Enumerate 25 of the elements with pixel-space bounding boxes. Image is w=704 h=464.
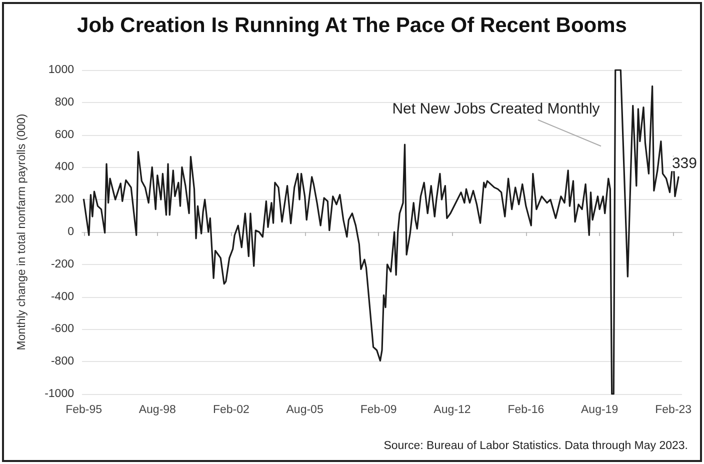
- x-tick-label: Feb-23: [655, 404, 692, 416]
- x-tick-label: Feb-02: [212, 404, 250, 416]
- x-tick-label: Aug-19: [581, 404, 618, 416]
- y-tick-label: 0: [68, 226, 74, 238]
- x-tick-label: Feb-16: [508, 404, 544, 416]
- source-note: Source: Bureau of Labor Statistics. Data through May 2023.: [384, 440, 688, 452]
- y-tick-label: -200: [50, 258, 74, 270]
- chart-title: Job Creation Is Running At The Pace Of Recent Booms: [77, 14, 627, 37]
- y-tick-label: 600: [54, 128, 74, 141]
- y-tick-label: 400: [54, 161, 74, 174]
- series-label: Net New Jobs Created Monthly: [392, 100, 600, 118]
- y-tick-label: 800: [54, 96, 74, 108]
- x-tick-label: Aug-12: [434, 404, 471, 416]
- x-tick-label: Aug-98: [138, 404, 176, 416]
- x-tick-label: Feb-09: [360, 404, 397, 416]
- y-tick-label: -600: [50, 323, 74, 336]
- y-tick-label: -400: [50, 290, 74, 303]
- y-tick-label: 200: [54, 194, 74, 206]
- y-axis-title: Monthly change in total nonfarm payrolls (000): [16, 114, 28, 350]
- y-tick-label: -800: [50, 356, 74, 368]
- data-label: 339: [672, 155, 697, 172]
- x-tick-label: Aug-05: [286, 404, 324, 416]
- y-tick-label: 1000: [48, 64, 74, 76]
- y-tick-label: -1000: [44, 388, 74, 400]
- x-tick-label: Feb-95: [66, 404, 102, 416]
